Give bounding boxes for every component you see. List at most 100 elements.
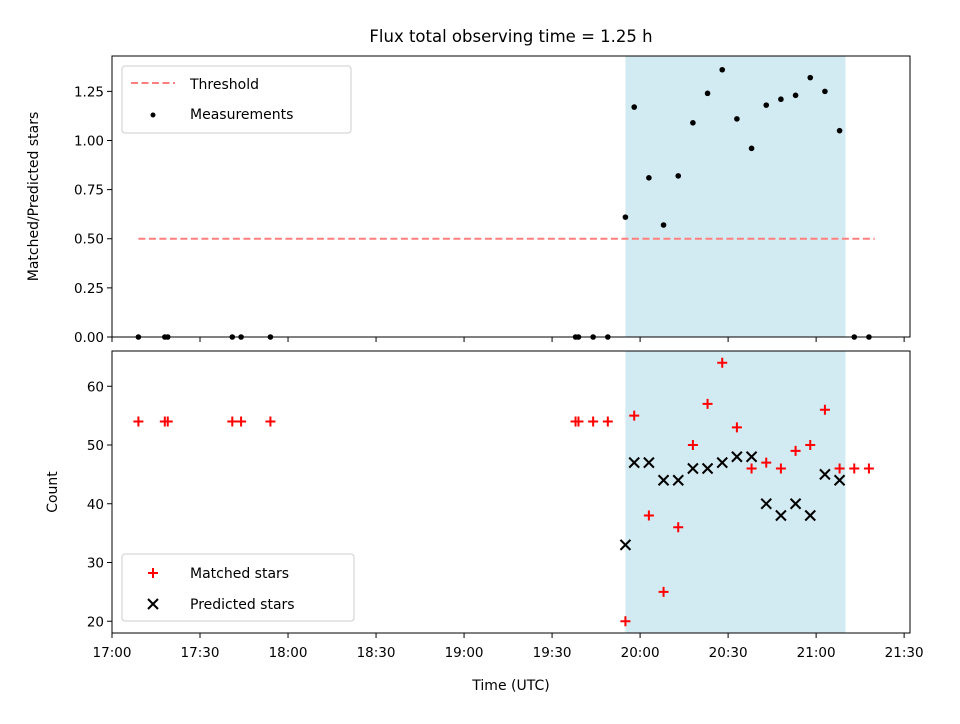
matched-stars-point xyxy=(717,357,728,368)
measurement-point xyxy=(719,66,726,73)
x-tick-label: 19:30 xyxy=(533,645,572,661)
matched-stars-point xyxy=(849,463,860,474)
legend-label: Predicted stars xyxy=(190,597,295,613)
predicted-stars-point xyxy=(819,468,831,481)
measurement-point xyxy=(734,116,740,122)
measurement-point xyxy=(807,74,814,81)
y-tick-label: 1.00 xyxy=(74,133,104,149)
x-tick-label: 18:00 xyxy=(269,645,308,661)
measurement-point xyxy=(778,96,784,103)
measurement-point xyxy=(748,145,755,152)
predicted-stars-point xyxy=(731,451,743,463)
predicted-stars-point xyxy=(716,456,728,469)
predicted-stars-point xyxy=(760,498,772,510)
x-tick-label: 21:30 xyxy=(885,645,924,661)
predicted-stars-point xyxy=(672,474,684,486)
y-tick-label: 60 xyxy=(87,379,104,395)
matched-stars-point xyxy=(162,416,173,427)
legend-label: Measurements xyxy=(190,107,293,123)
y-tick-label: 40 xyxy=(87,497,104,513)
measurement-point xyxy=(622,214,629,220)
measurement-point xyxy=(660,222,667,228)
measurement-point xyxy=(675,173,682,179)
matched-stars-point xyxy=(819,404,830,415)
top-y-ticks: 0.00 0.25 0.50 0.75 1.00 1.25 xyxy=(74,84,112,346)
predicted-stars-point xyxy=(775,509,787,522)
matched-stars-point xyxy=(236,416,247,427)
x-tick-label: 20:00 xyxy=(621,645,660,661)
top-axes-frame xyxy=(111,55,911,338)
bottom-marks xyxy=(133,357,874,627)
matched-stars-point xyxy=(658,586,669,597)
bottom-y-ticks: 20 30 40 50 60 xyxy=(87,379,112,630)
legend-label: Matched stars xyxy=(190,566,289,582)
measurement-point xyxy=(690,120,696,126)
matched-stars-point xyxy=(687,440,698,450)
observing-window-span xyxy=(625,351,846,633)
legend-matched-swatch xyxy=(148,568,158,578)
measurement-point xyxy=(631,104,638,110)
x-tick-label: 17:00 xyxy=(93,645,132,661)
predicted-stars-point xyxy=(804,509,816,522)
predicted-stars-point xyxy=(657,474,670,486)
predicted-stars-point xyxy=(833,474,846,486)
matched-stars-point xyxy=(834,463,845,474)
x-axis-label: Time (UTC) xyxy=(471,678,549,694)
bottom-legend: Matched stars Predicted stars xyxy=(121,553,355,622)
x-tick-label: 20:30 xyxy=(709,645,748,661)
matched-stars-point xyxy=(629,410,640,421)
matched-stars-point xyxy=(790,445,801,456)
predicted-stars-point xyxy=(643,456,655,469)
measurement-point xyxy=(704,90,711,97)
y-tick-label: 0.00 xyxy=(74,330,104,346)
y-tick-label: 0.50 xyxy=(74,232,104,248)
y-tick-label: 30 xyxy=(87,556,104,572)
predicted-stars-point xyxy=(628,456,640,469)
predicted-stars-point xyxy=(745,451,758,463)
bottom-x-ticks: 17:00 17:30 18:00 18:30 19:00 19:30 20:00 20:30… xyxy=(93,633,924,661)
y-tick-label: 0.25 xyxy=(74,281,104,297)
matched-stars-point xyxy=(602,416,613,427)
predicted-stars-point xyxy=(687,462,699,475)
matched-stars-point xyxy=(805,440,816,450)
measurement-point xyxy=(646,175,652,181)
top-y-axis-label: Matched/Predicted stars xyxy=(26,112,42,282)
matched-stars-point xyxy=(673,522,684,533)
y-tick-label: 50 xyxy=(87,438,104,454)
measurement-point xyxy=(836,127,843,134)
top-legend: Threshold Measurements xyxy=(121,65,352,134)
matched-stars-point xyxy=(863,463,874,474)
legend-predicted-swatch xyxy=(147,598,159,610)
x-tick-label: 21:00 xyxy=(797,645,836,661)
legend-measurement-swatch xyxy=(150,112,156,118)
observing-window-span xyxy=(625,56,846,337)
x-tick-label: 18:30 xyxy=(357,645,396,661)
matched-stars-point xyxy=(573,416,584,427)
x-tick-label: 17:30 xyxy=(181,645,220,661)
legend-box xyxy=(121,553,355,622)
x-tick-label: 19:00 xyxy=(445,645,484,661)
matched-stars-point xyxy=(265,416,276,427)
legend-box xyxy=(121,65,352,134)
y-tick-label: 20 xyxy=(87,614,104,630)
predicted-stars-point xyxy=(619,539,632,551)
predicted-stars-point xyxy=(789,498,802,510)
y-tick-label: 1.25 xyxy=(74,84,104,100)
bottom-panel: 20 30 40 50 60 17:00 17:30 18:00 18:30 19:00 19:3… xyxy=(45,350,924,694)
measurement-point xyxy=(763,102,770,108)
matched-stars-point xyxy=(588,416,599,427)
matched-stars-point xyxy=(746,463,757,474)
matched-stars-point xyxy=(761,457,772,468)
matched-stars-point xyxy=(227,416,238,427)
y-tick-label: 0.75 xyxy=(74,183,104,199)
measurement-point xyxy=(792,92,799,99)
bottom-y-axis-label: Count xyxy=(45,471,61,513)
measurement-point xyxy=(822,88,828,95)
matched-stars-point xyxy=(133,416,144,427)
matched-stars-point xyxy=(643,510,654,521)
predicted-stars-point xyxy=(701,462,714,475)
top-x-ticks xyxy=(111,337,905,342)
top-panel: 0.00 0.25 0.50 0.75 1.00 1.25 Matched/Predict… xyxy=(26,55,911,346)
matched-stars-point xyxy=(702,398,713,409)
